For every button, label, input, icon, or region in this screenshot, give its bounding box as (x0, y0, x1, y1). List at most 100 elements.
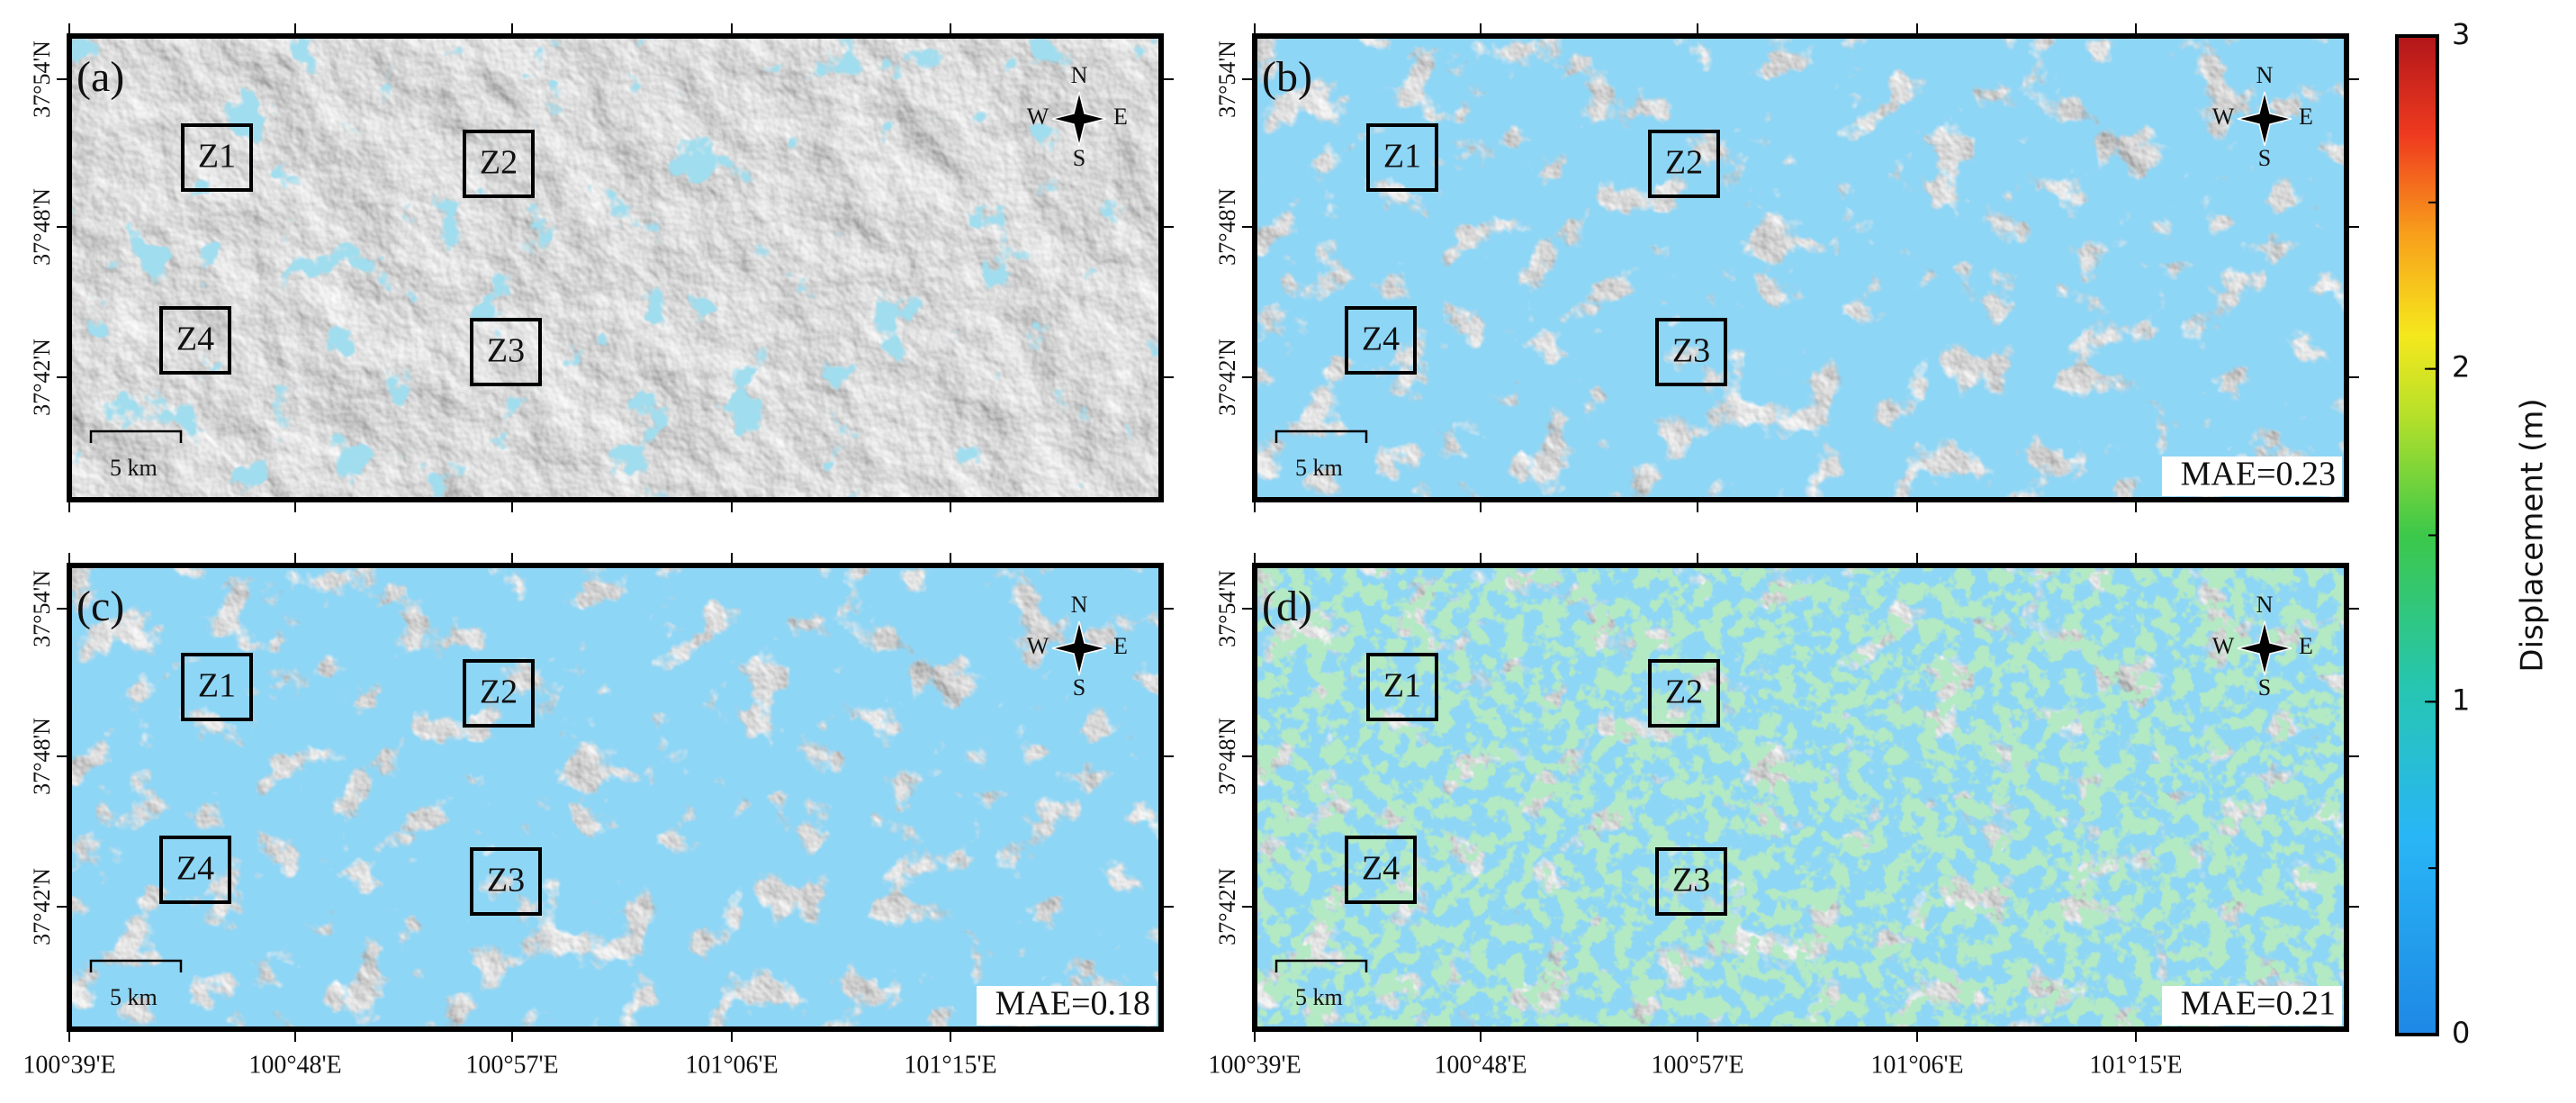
compass-n: N (1071, 592, 1088, 618)
zone-label: Z1 (198, 138, 236, 176)
zone-label: Z2 (1665, 144, 1703, 182)
scale-bar-label: 5 km (110, 984, 158, 1010)
lon-label: 100°57'E (465, 1051, 558, 1079)
colorbar-label: Displacement (m) (2515, 398, 2551, 672)
zone-box (1655, 847, 1727, 916)
zone-label: Z3 (487, 862, 525, 900)
compass-w: W (1027, 633, 1049, 659)
mae-label: MAE=0.18 (995, 985, 1150, 1023)
mae-background (2162, 457, 2342, 496)
panel-label: (b) (1262, 53, 1312, 101)
compass-s: S (1073, 145, 1085, 171)
panel-label: (d) (1262, 583, 1312, 630)
panel-label: (c) (77, 583, 124, 630)
lat-label: 37°48'N (29, 718, 55, 795)
compass-s: S (2258, 674, 2271, 701)
lat-label: 37°54'N (29, 570, 55, 647)
zone-box (181, 123, 253, 192)
compass-e: E (2299, 633, 2313, 659)
scale-bar (89, 429, 183, 443)
lon-label: 100°57'E (1651, 1051, 1743, 1079)
zone-label: Z1 (1383, 138, 1421, 176)
zone-label: Z3 (487, 332, 525, 370)
zone-box (1366, 123, 1438, 192)
compass-e: E (1113, 104, 1128, 130)
zone-label: Z2 (480, 144, 518, 182)
lat-label: 37°42'N (1214, 339, 1240, 416)
lon-label: 101°06'E (1870, 1051, 1963, 1079)
zone-label: Z2 (480, 674, 518, 711)
compass-w: W (1027, 104, 1049, 130)
zone-label: Z3 (1672, 332, 1710, 370)
zone-box (1648, 130, 1720, 198)
panel-label: (a) (77, 53, 124, 101)
zone-label: Z4 (176, 321, 214, 358)
lat-label: 37°42'N (29, 868, 55, 945)
zone-box (1655, 318, 1727, 386)
lon-label: 100°39'E (23, 1051, 115, 1079)
scale-bar (1274, 429, 1368, 443)
compass-rose (1051, 620, 1107, 676)
compass-rose (2237, 620, 2292, 676)
mae-background (977, 986, 1157, 1026)
lon-label: 100°48'E (1434, 1051, 1527, 1079)
compass-s: S (2258, 145, 2271, 171)
displacement-overlay (1255, 36, 2346, 500)
zone-box (470, 847, 542, 916)
zone-label: Z3 (1672, 862, 1710, 900)
zone-label: Z4 (176, 850, 214, 888)
colorbar-tick-label: 2 (2452, 350, 2470, 384)
lat-label: 37°48'N (1214, 718, 1240, 795)
zone-box (159, 836, 231, 904)
zone-box (1345, 836, 1417, 904)
lon-label: 100°48'E (248, 1051, 341, 1079)
compass-n: N (2256, 62, 2274, 88)
scale-bar-label: 5 km (1295, 455, 1343, 481)
zone-label: Z4 (1362, 321, 1400, 358)
lat-label: 37°42'N (29, 339, 55, 416)
colorbar-tick-label: 3 (2452, 17, 2470, 51)
zone-box (181, 653, 253, 721)
compass-w: W (2212, 633, 2235, 659)
lat-label: 37°48'N (29, 188, 55, 266)
scale-bar (1274, 959, 1368, 972)
compass-s: S (1073, 674, 1085, 701)
map-panel: 37°54'N 37°48'N 37°42'N (b) Z1 Z2 Z3 Z4 N S E W 5 km… (1214, 23, 2359, 512)
zone-label: Z4 (1362, 850, 1400, 888)
compass-n: N (2256, 592, 2274, 618)
map-panel: 37°54'N 37°48'N 37°42'N (c) Z1 Z2 Z3 Z4 N S E W 5 km… (23, 553, 1174, 1079)
lat-label: 37°54'N (29, 41, 55, 118)
mae-background (2162, 986, 2342, 1026)
lon-label: 101°15'E (2089, 1051, 2182, 1079)
compass-n: N (1071, 62, 1088, 88)
panel-frame (1252, 33, 2349, 502)
displacement-overlay-high (1255, 565, 2346, 1029)
compass-e: E (2299, 104, 2313, 130)
zone-box (1345, 306, 1417, 375)
zone-box (159, 306, 231, 375)
colorbar-tick-label: 1 (2452, 683, 2470, 717)
lon-label: 101°15'E (904, 1051, 996, 1079)
lat-label: 37°42'N (1214, 868, 1240, 945)
colorbar-tick-label: 0 (2452, 1016, 2470, 1050)
lon-label: 100°39'E (1208, 1051, 1301, 1079)
zone-box (1366, 653, 1438, 721)
scale-bar-label: 5 km (1295, 984, 1343, 1010)
lon-label: 101°06'E (685, 1051, 778, 1079)
map-panel: 37°54'N 37°48'N 37°42'N (d) Z1 Z2 Z3 Z4 N S E W 5 km… (1208, 553, 2359, 1079)
mae-label: MAE=0.23 (2181, 456, 2336, 493)
zone-box (470, 318, 542, 386)
map-panel: 37°54'N 37°48'N 37°42'N (a) Z1 Z2 Z3 Z4 N S E W 5 km (29, 23, 1174, 512)
panel-frame (67, 563, 1164, 1032)
panel-frame (67, 33, 1164, 502)
displacement-overlay (69, 565, 1161, 1029)
scale-bar (89, 959, 183, 972)
lat-label: 37°54'N (1214, 41, 1240, 118)
lat-label: 37°48'N (1214, 188, 1240, 266)
zone-label: Z1 (1383, 667, 1421, 705)
compass-rose (2237, 91, 2292, 147)
compass-e: E (1113, 633, 1128, 659)
compass-w: W (2212, 104, 2235, 130)
zone-box (1648, 659, 1720, 728)
